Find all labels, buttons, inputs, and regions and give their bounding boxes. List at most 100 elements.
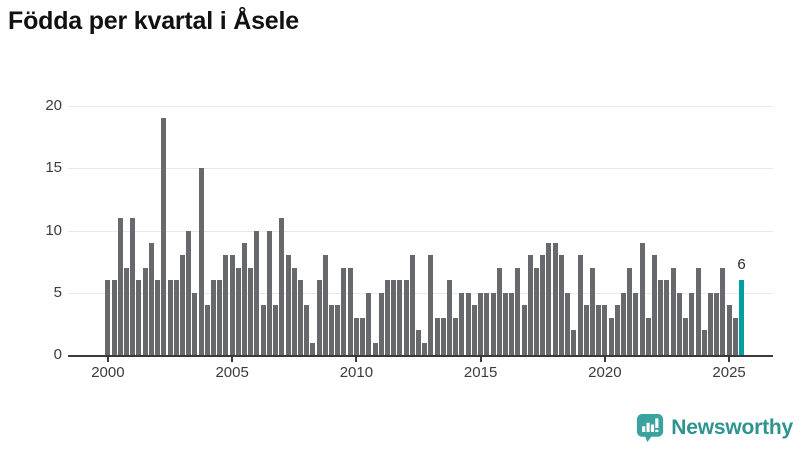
bar-2023-q2	[683, 317, 689, 355]
highlighted-bar-2025-q3	[739, 280, 745, 355]
highlighted-bar-value-label: 6	[737, 256, 746, 274]
x-axis-tick-2020	[603, 357, 606, 362]
x-axis-label-2015: 2015	[463, 364, 498, 381]
plot-area	[68, 106, 773, 355]
bar-2006-q1	[254, 230, 260, 355]
bar-2011-q1	[378, 292, 384, 355]
x-axis-label-2010: 2010	[339, 364, 374, 381]
bar-2002-q1	[155, 280, 161, 355]
x-axis-label-2020: 2020	[588, 364, 622, 381]
bar-2018-q3	[565, 292, 571, 355]
x-axis-tick-2005	[231, 357, 234, 362]
bar-2022-q3	[664, 280, 670, 355]
bar-2021-q4	[645, 317, 651, 355]
x-axis-label-2025: 2025	[712, 364, 746, 381]
bar-2022-q4	[670, 267, 676, 355]
bar-2018-q1	[552, 242, 558, 355]
bar-2015-q1	[478, 292, 484, 355]
x-axis-tick-2010	[355, 357, 358, 362]
gridline-y-5	[68, 292, 773, 294]
bar-2018-q2	[558, 255, 564, 355]
bar-2017-q1	[527, 255, 533, 355]
y-axis-label-20: 20	[45, 97, 62, 114]
bar-2007-q2	[285, 255, 291, 355]
bar-2012-q3	[416, 330, 421, 355]
bar-2014-q4	[471, 305, 477, 355]
bar-2017-q3	[540, 255, 546, 355]
x-axis-tick-2015	[479, 357, 482, 362]
bar-2010-q2	[360, 317, 366, 355]
bar-2003-q4	[198, 168, 204, 355]
y-axis-label-15: 15	[45, 159, 62, 177]
bar-2008-q3	[316, 280, 322, 355]
bar-2012-q2	[409, 255, 415, 355]
bar-2020-q3	[614, 305, 620, 355]
x-axis-line	[68, 355, 773, 357]
bar-2024-q1	[701, 330, 707, 355]
bar-2019-q1	[577, 255, 583, 355]
bar-2000-q3	[117, 218, 123, 355]
newsworthy-wordmark: Newsworthy	[671, 416, 793, 439]
bar-2001-q2	[136, 280, 142, 355]
bar-2002-q4	[173, 280, 179, 355]
bar-2005-q1	[229, 255, 235, 355]
bar-2012-q1	[403, 280, 409, 355]
bar-2006-q2	[260, 305, 266, 355]
bar-2008-q2	[310, 342, 316, 355]
bar-2020-q4	[620, 292, 626, 355]
bar-2004-q2	[211, 280, 216, 355]
bar-2019-q4	[596, 305, 602, 355]
bar-2014-q3	[465, 292, 471, 355]
bar-2001-q4	[148, 242, 154, 355]
bar-2010-q3	[366, 292, 372, 355]
bar-2010-q1	[353, 317, 359, 355]
bar-2000-q4	[124, 267, 130, 355]
bar-2010-q4	[372, 342, 378, 355]
bar-2006-q4	[273, 305, 279, 355]
bar-2024-q4	[720, 267, 726, 355]
bar-2023-q3	[689, 292, 695, 355]
bar-2018-q4	[571, 330, 577, 355]
bar-2022-q1	[652, 255, 658, 355]
newsworthy-icon	[637, 414, 664, 442]
bar-2002-q3	[167, 280, 173, 355]
bar-2021-q1	[627, 267, 633, 355]
bar-2013-q3	[440, 317, 446, 355]
bar-2013-q1	[428, 255, 434, 355]
bar-2017-q2	[534, 267, 540, 355]
bar-2012-q4	[422, 342, 428, 355]
bar-2003-q3	[192, 292, 198, 355]
bar-2024-q3	[714, 292, 720, 355]
bar-2004-q4	[223, 255, 229, 355]
bar-2025-q1	[726, 305, 732, 355]
bar-2007-q4	[297, 280, 303, 355]
bar-2011-q2	[384, 280, 390, 355]
bar-2009-q4	[347, 267, 353, 355]
y-axis-label-10: 10	[45, 221, 62, 239]
bar-2013-q4	[447, 280, 453, 355]
bar-2003-q2	[186, 230, 192, 355]
bar-2016-q2	[509, 292, 515, 355]
bar-2001-q3	[142, 267, 148, 355]
y-axis-label-0: 0	[53, 346, 62, 363]
bar-2022-q2	[658, 280, 664, 355]
bar-2024-q2	[707, 292, 713, 355]
bar-2002-q2	[161, 118, 167, 355]
bar-2000-q1	[105, 280, 111, 355]
y-axis-label-5: 5	[53, 283, 62, 301]
bar-2015-q2	[484, 292, 490, 355]
gridline-y-10	[68, 230, 773, 232]
bar-2016-q3	[515, 267, 521, 355]
bar-2017-q4	[546, 242, 552, 355]
bar-2021-q2	[633, 292, 639, 355]
bar-2008-q4	[322, 255, 328, 355]
gridline-y-15	[68, 168, 773, 170]
bar-2013-q2	[434, 317, 440, 355]
bar-2000-q2	[111, 280, 117, 355]
bar-2008-q1	[304, 305, 310, 355]
chart-title: Födda per kvartal i Åsele	[8, 7, 299, 35]
bar-2009-q3	[341, 267, 347, 355]
bar-2009-q2	[335, 305, 341, 355]
bar-2020-q2	[608, 317, 614, 355]
bar-2023-q4	[695, 267, 701, 355]
